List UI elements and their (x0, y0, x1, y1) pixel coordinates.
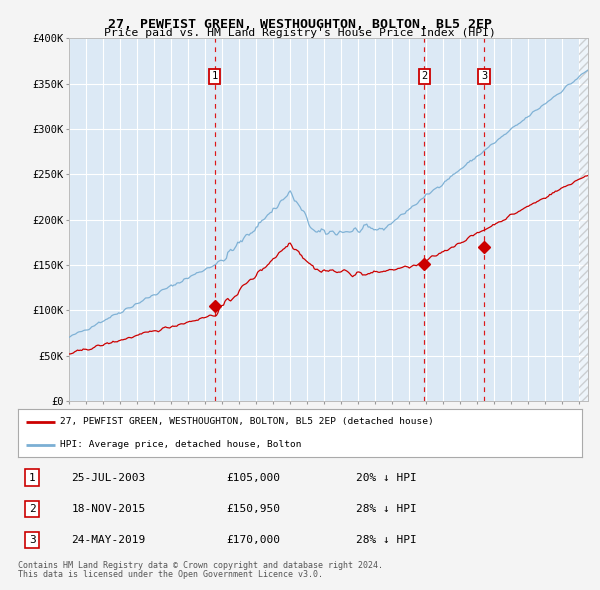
Text: 25-JUL-2003: 25-JUL-2003 (71, 473, 146, 483)
Text: 27, PEWFIST GREEN, WESTHOUGHTON, BOLTON, BL5 2EP: 27, PEWFIST GREEN, WESTHOUGHTON, BOLTON,… (108, 18, 492, 31)
Text: 27, PEWFIST GREEN, WESTHOUGHTON, BOLTON, BL5 2EP (detached house): 27, PEWFIST GREEN, WESTHOUGHTON, BOLTON,… (60, 418, 434, 427)
Text: 2: 2 (29, 504, 35, 514)
Text: 28% ↓ HPI: 28% ↓ HPI (356, 504, 417, 514)
Text: 18-NOV-2015: 18-NOV-2015 (71, 504, 146, 514)
Text: £105,000: £105,000 (227, 473, 281, 483)
Text: 1: 1 (29, 473, 35, 483)
Text: 3: 3 (29, 535, 35, 545)
Text: 2: 2 (421, 71, 427, 81)
Text: 28% ↓ HPI: 28% ↓ HPI (356, 535, 417, 545)
Text: HPI: Average price, detached house, Bolton: HPI: Average price, detached house, Bolt… (60, 440, 302, 449)
Text: 24-MAY-2019: 24-MAY-2019 (71, 535, 146, 545)
Text: Price paid vs. HM Land Registry's House Price Index (HPI): Price paid vs. HM Land Registry's House … (104, 28, 496, 38)
Text: 3: 3 (481, 71, 487, 81)
Text: This data is licensed under the Open Government Licence v3.0.: This data is licensed under the Open Gov… (18, 570, 323, 579)
Text: 1: 1 (212, 71, 218, 81)
Polygon shape (580, 38, 588, 401)
Text: £170,000: £170,000 (227, 535, 281, 545)
Text: £150,950: £150,950 (227, 504, 281, 514)
Text: 20% ↓ HPI: 20% ↓ HPI (356, 473, 417, 483)
Text: Contains HM Land Registry data © Crown copyright and database right 2024.: Contains HM Land Registry data © Crown c… (18, 560, 383, 569)
